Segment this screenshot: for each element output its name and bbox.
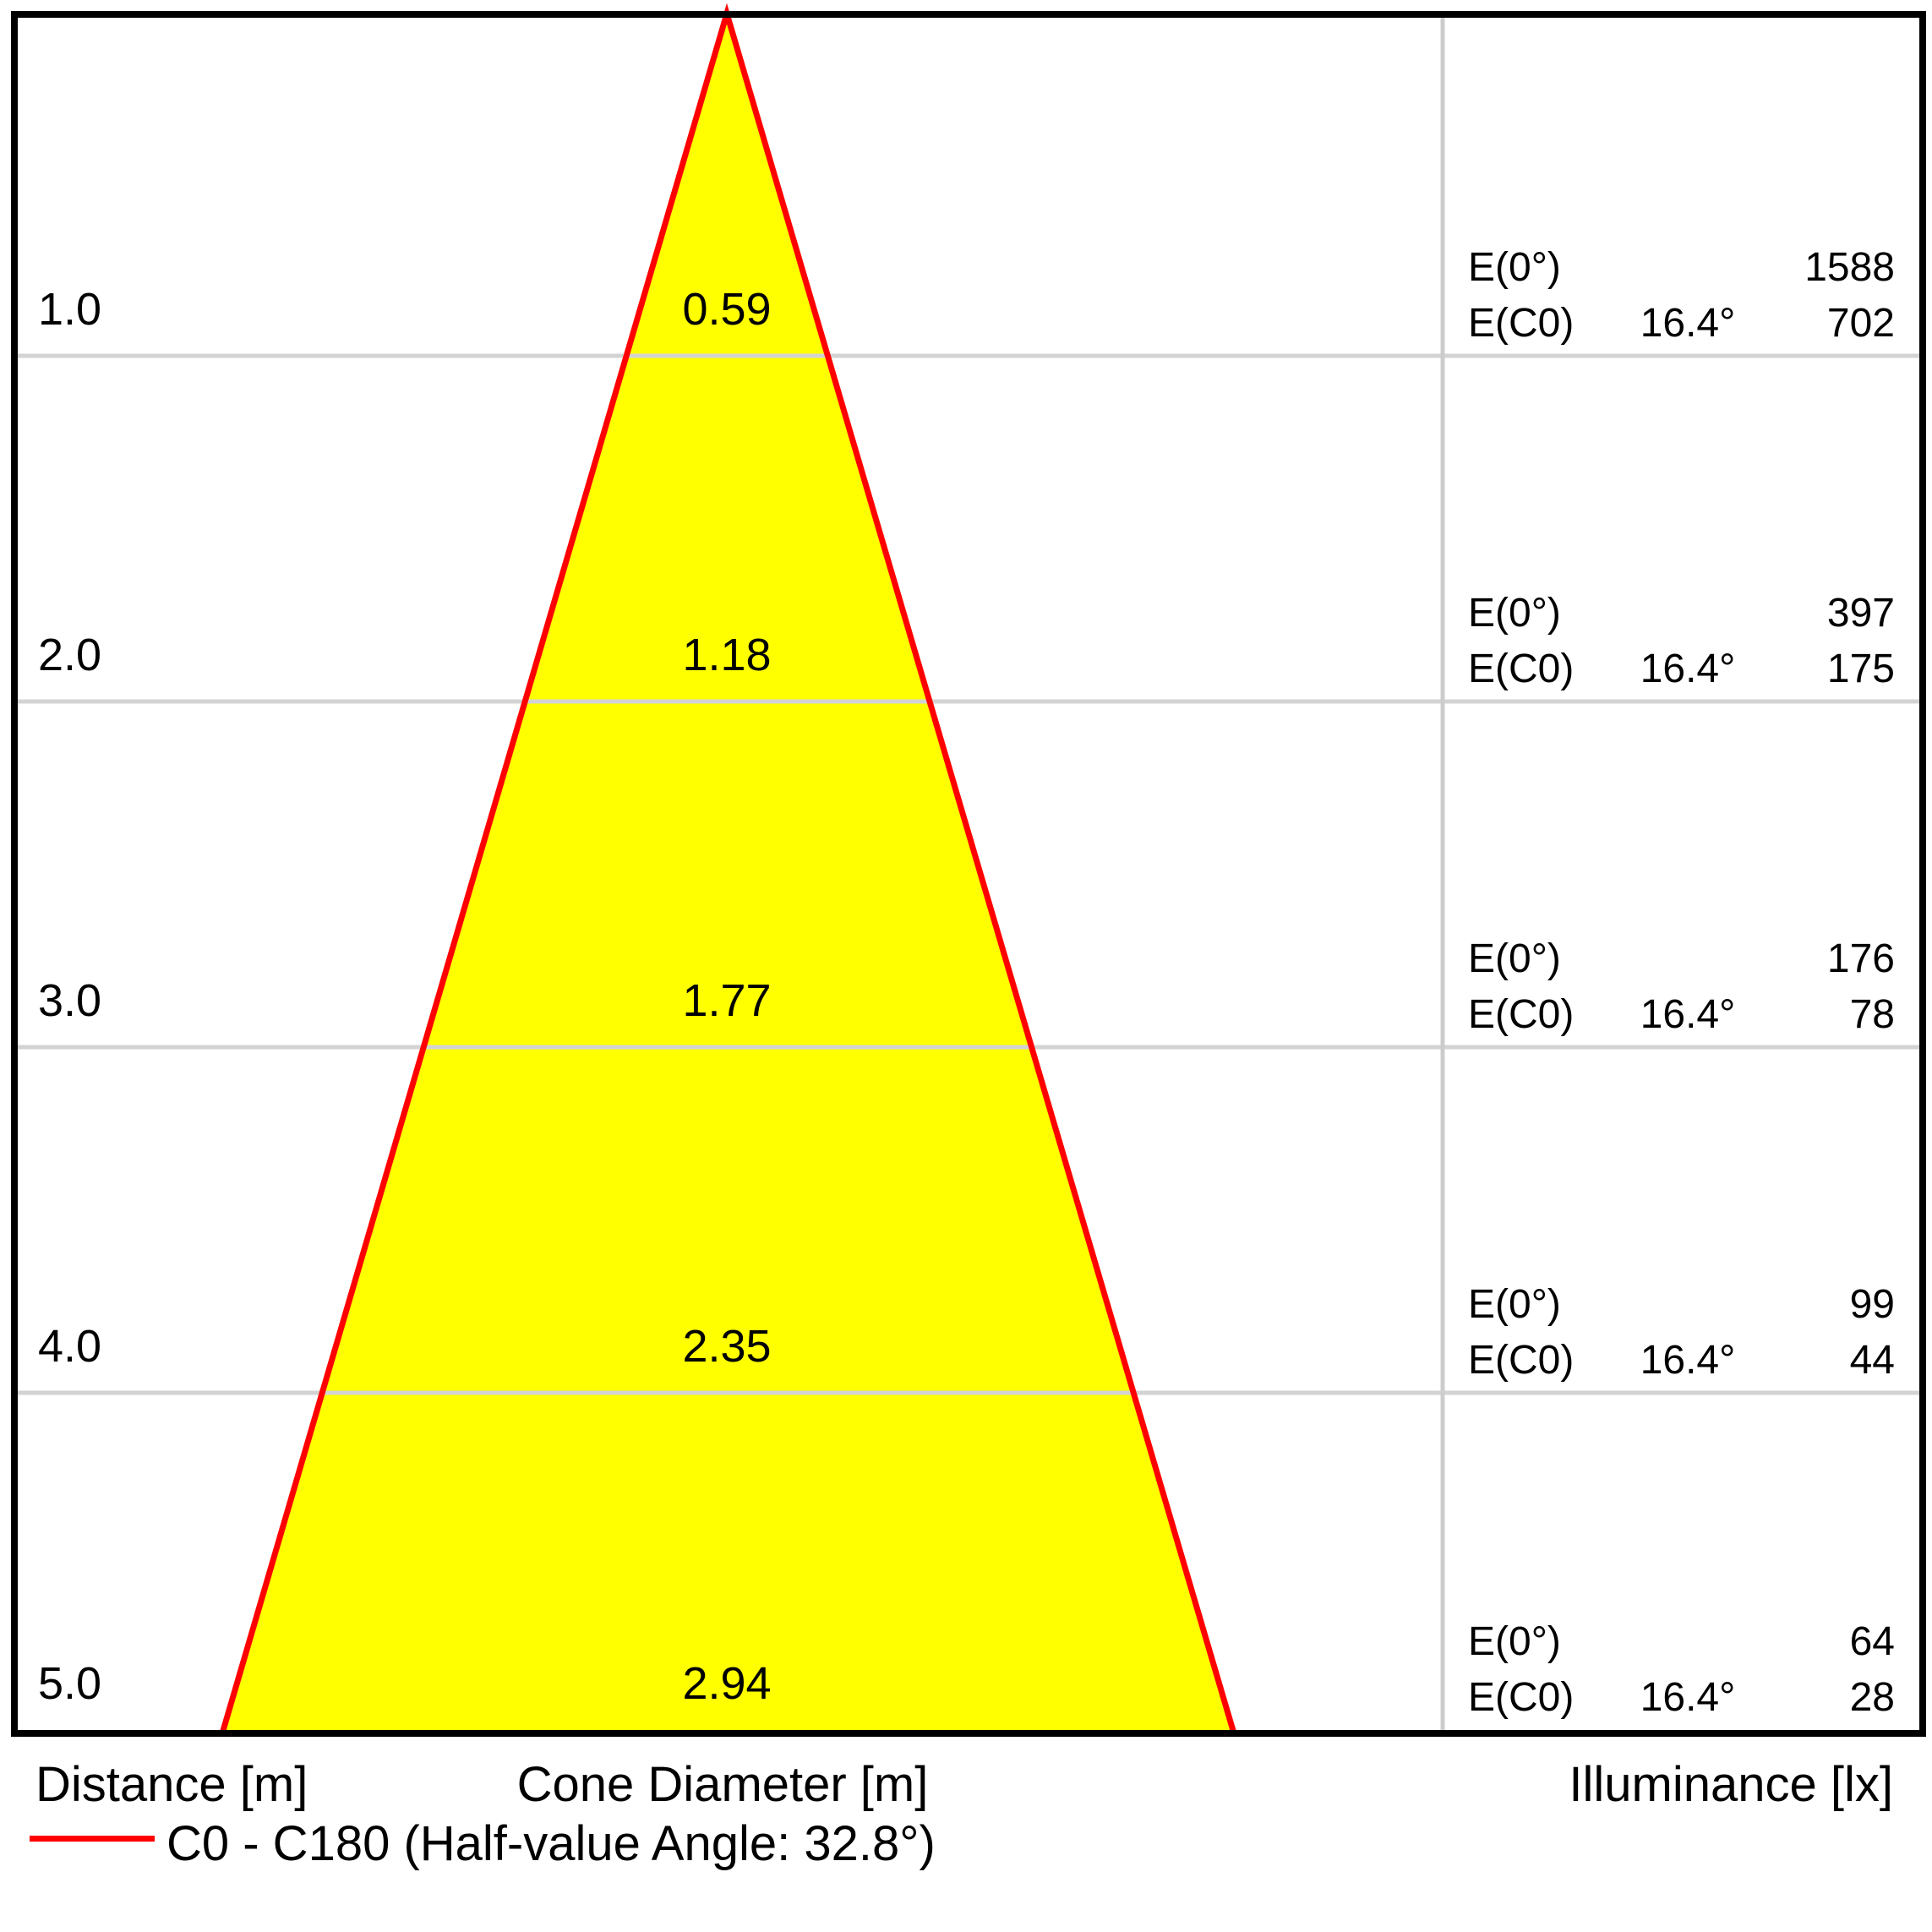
- e0-name: E(0°): [1468, 1282, 1561, 1327]
- ec0-angle: 16.4°: [1640, 647, 1736, 691]
- ec0-value: 702: [1826, 301, 1895, 346]
- distance-label: 2.0: [38, 630, 102, 680]
- ec0-value: 44: [1849, 1338, 1895, 1383]
- distance-label: 3.0: [38, 975, 102, 1026]
- e0-name: E(0°): [1468, 591, 1561, 636]
- ec0-name: E(C0): [1468, 992, 1575, 1037]
- e0-value: 1588: [1804, 245, 1895, 290]
- cone-diameter-label: 0.59: [682, 284, 772, 335]
- ec0-name: E(C0): [1468, 1675, 1575, 1720]
- legend-label: C0 - C180 (Half-value Angle: 32.8°): [166, 1816, 936, 1871]
- ec0-value: 78: [1849, 992, 1895, 1037]
- e0-name: E(0°): [1468, 1619, 1561, 1664]
- cone-diameter-axis-label: Cone Diameter [m]: [516, 1757, 929, 1812]
- ec0-angle: 16.4°: [1640, 992, 1736, 1037]
- e0-value: 64: [1849, 1619, 1895, 1664]
- distance-axis-label: Distance [m]: [35, 1757, 308, 1812]
- e0-value: 99: [1849, 1282, 1895, 1327]
- illuminance-axis-label: Illuminance [lx]: [1569, 1757, 1893, 1812]
- cone-diameter-label: 2.94: [682, 1658, 772, 1709]
- e0-name: E(0°): [1468, 245, 1561, 290]
- light-cone-shape: [222, 14, 1234, 1733]
- ec0-angle: 16.4°: [1640, 301, 1736, 346]
- e0-value: 397: [1826, 591, 1895, 636]
- cone-diameter-label: 2.35: [682, 1321, 772, 1372]
- chart-border: [11, 11, 1926, 1737]
- ec0-angle: 16.4°: [1640, 1338, 1736, 1383]
- ec0-name: E(C0): [1468, 647, 1575, 691]
- ec0-name: E(C0): [1468, 301, 1575, 346]
- distance-label: 4.0: [38, 1321, 102, 1372]
- e0-name: E(0°): [1468, 936, 1561, 981]
- distance-label: 1.0: [38, 284, 102, 335]
- cone-diameter-label: 1.18: [682, 630, 772, 680]
- ec0-angle: 16.4°: [1640, 1675, 1736, 1720]
- ec0-value: 175: [1826, 647, 1895, 691]
- legend-line-swatch: [30, 1836, 155, 1842]
- ec0-name: E(C0): [1468, 1338, 1575, 1383]
- e0-value: 176: [1826, 936, 1895, 981]
- distance-label: 5.0: [38, 1658, 102, 1709]
- cone-diameter-label: 1.77: [682, 975, 772, 1026]
- ec0-value: 28: [1849, 1675, 1895, 1720]
